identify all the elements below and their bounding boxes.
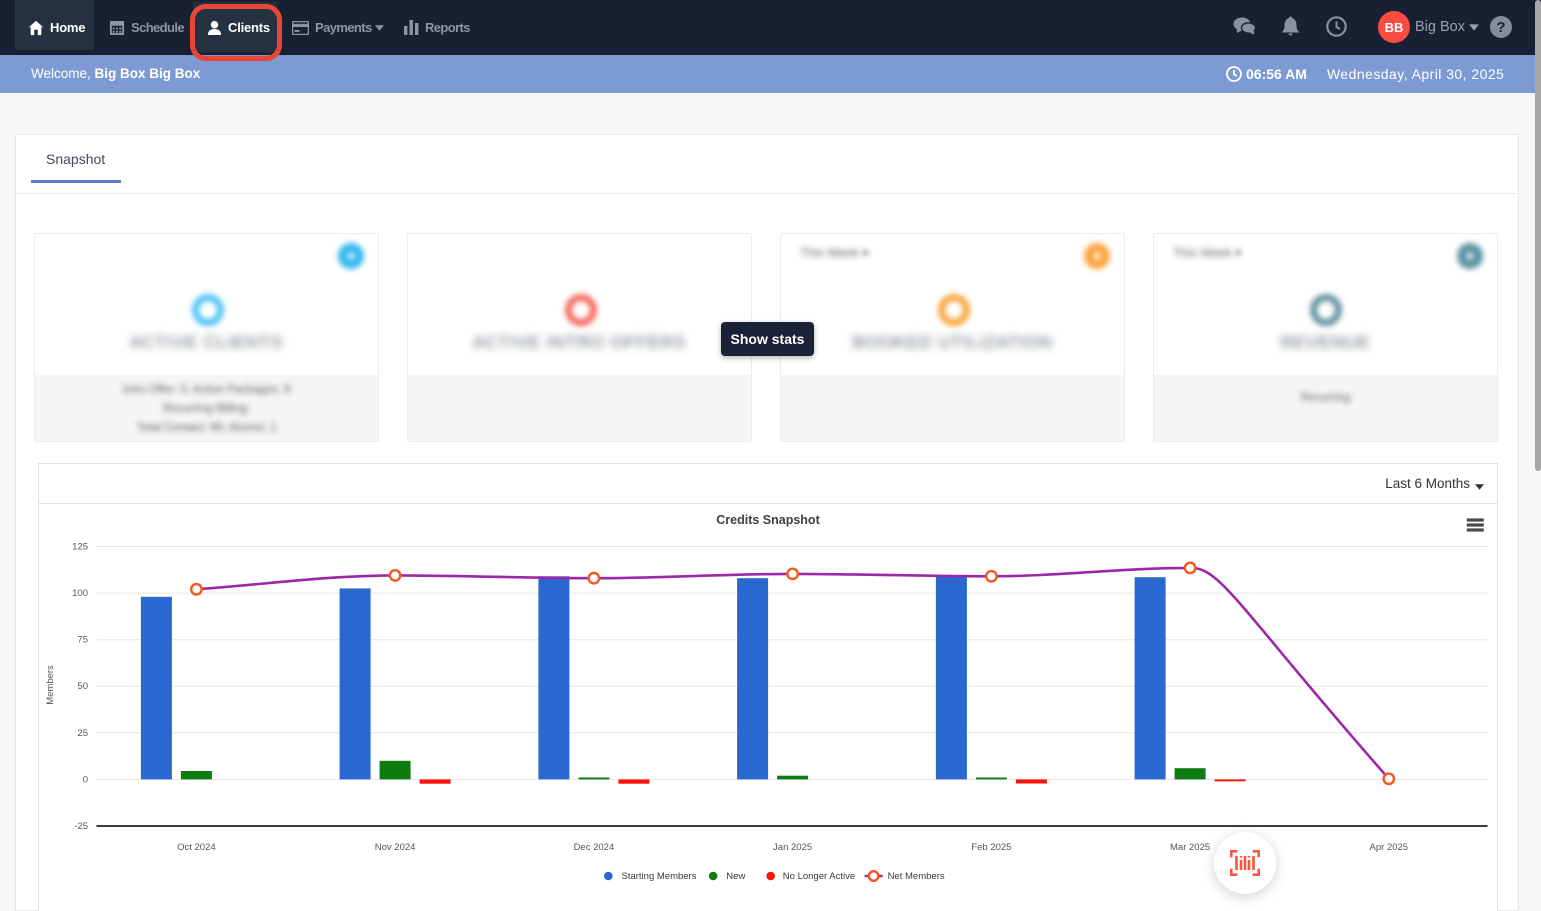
svg-text:Credits Snapshot: Credits Snapshot <box>716 513 820 527</box>
svg-text:Oct 2024: Oct 2024 <box>177 842 216 853</box>
svg-text:Mar 2025: Mar 2025 <box>1170 842 1210 853</box>
svg-text:25: 25 <box>77 728 88 739</box>
svg-text:Members: Members <box>45 665 56 705</box>
svg-text:Dec 2024: Dec 2024 <box>574 842 615 853</box>
svg-text:Nov 2024: Nov 2024 <box>375 842 416 853</box>
svg-text:100: 100 <box>72 588 88 599</box>
svg-text:No Longer Active: No Longer Active <box>783 871 855 882</box>
svg-text:Jan 2025: Jan 2025 <box>773 842 812 853</box>
svg-text:New: New <box>726 871 745 882</box>
svg-text:0: 0 <box>83 774 88 785</box>
svg-text:Starting Members: Starting Members <box>622 871 697 882</box>
svg-text:75: 75 <box>77 635 88 646</box>
svg-text:125: 125 <box>72 542 88 553</box>
svg-text:50: 50 <box>77 681 88 692</box>
svg-text:Feb 2025: Feb 2025 <box>971 842 1011 853</box>
svg-text:Apr 2025: Apr 2025 <box>1370 842 1409 853</box>
svg-text:-25: -25 <box>74 821 88 832</box>
svg-text:Net Members: Net Members <box>888 871 945 882</box>
